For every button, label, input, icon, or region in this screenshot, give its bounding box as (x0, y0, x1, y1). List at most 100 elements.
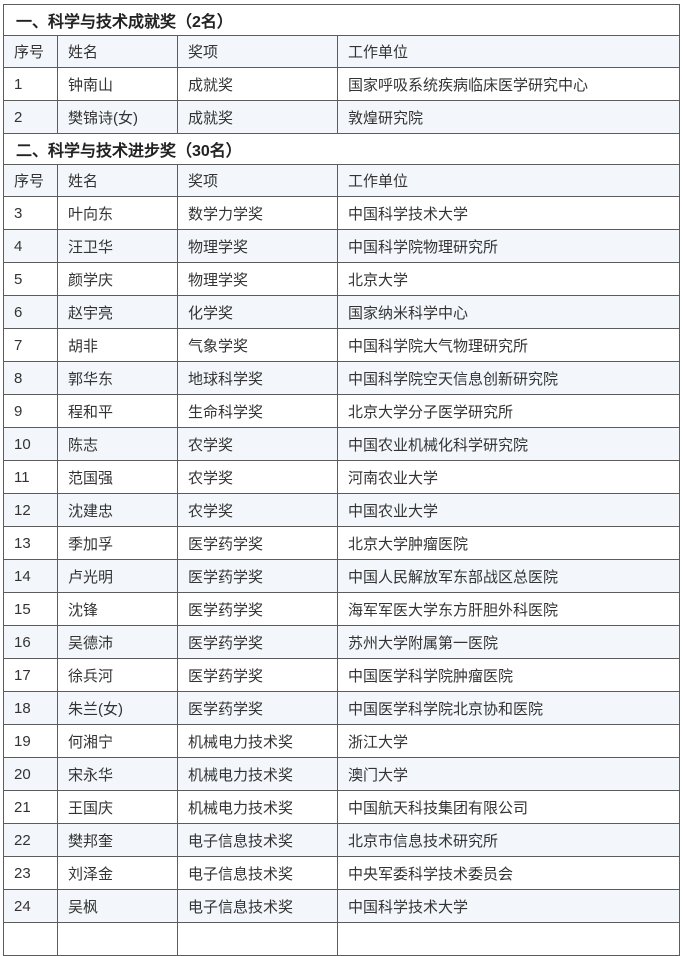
cell-org: 北京市信息技术研究所 (337, 823, 680, 857)
cell-no: 4 (3, 229, 58, 263)
section-title-row: 二、科学与技术进步奖（30名） (3, 133, 680, 165)
table-row: 9 程和平 生命科学奖 北京大学分子医学研究所 (3, 394, 680, 428)
cell-org: 澳门大学 (337, 757, 680, 791)
cell-org: 河南农业大学 (337, 460, 680, 494)
table-row: 6 赵宇亮 化学奖 国家纳米科学中心 (3, 295, 680, 329)
cell-name: 吴枫 (57, 889, 178, 923)
cell-award: 电子信息技术奖 (177, 823, 338, 857)
table-row: 7 胡非 气象学奖 中国科学院大气物理研究所 (3, 328, 680, 362)
cell-no: 13 (3, 526, 58, 560)
cell-no: 1 (3, 67, 58, 101)
cell-org: 中国科学院物理研究所 (337, 229, 680, 263)
column-header-name: 姓名 (57, 164, 178, 197)
cell-no: 5 (3, 262, 58, 296)
table-row: 4 汪卫华 物理学奖 中国科学院物理研究所 (3, 229, 680, 263)
column-header-row: 序号 姓名 奖项 工作单位 (3, 35, 680, 68)
column-header-name: 姓名 (57, 35, 178, 68)
awards-table-body: 一、科学与技术成就奖（2名） 序号 姓名 奖项 工作单位 1 钟南山 成就奖 国家呼吸系统疾病临… (3, 4, 680, 956)
column-header-no: 序号 (3, 35, 58, 68)
table-row: 11 范国强 农学奖 河南农业大学 (3, 460, 680, 494)
cell-no: 9 (3, 394, 58, 428)
table-row: 14 卢光明 医学药学奖 中国人民解放军东部战区总医院 (3, 559, 680, 593)
cell-award: 机械电力技术奖 (177, 724, 338, 758)
cell-name: 赵宇亮 (57, 295, 178, 329)
cell-award: 农学奖 (177, 427, 338, 461)
cell-name: 叶向东 (57, 196, 178, 230)
column-header-no: 序号 (3, 164, 58, 197)
table-row: 1 钟南山 成就奖 国家呼吸系统疾病临床医学研究中心 (3, 67, 680, 101)
table-row: 24 吴枫 电子信息技术奖 中国科学技术大学 (3, 889, 680, 923)
cell-name: 沈锋 (57, 592, 178, 626)
cell-name: 朱兰(女) (57, 691, 178, 725)
awards-table: 一、科学与技术成就奖（2名） 序号 姓名 奖项 工作单位 1 钟南山 成就奖 国家呼吸系统疾病临… (3, 4, 680, 956)
cell-name: 郭华东 (57, 361, 178, 395)
cell-name: 吴德沛 (57, 625, 178, 659)
cell-no: 15 (3, 592, 58, 626)
cell-org: 苏州大学附属第一医院 (337, 625, 680, 659)
cell-name (57, 922, 178, 956)
cell-award: 成就奖 (177, 67, 338, 101)
cell-name: 宋永华 (57, 757, 178, 791)
cell-org: 敦煌研究院 (337, 100, 680, 134)
cell-no: 7 (3, 328, 58, 362)
cell-award: 物理学奖 (177, 229, 338, 263)
cell-name: 季加孚 (57, 526, 178, 560)
cell-no: 6 (3, 295, 58, 329)
cell-org: 北京大学 (337, 262, 680, 296)
cell-award: 物理学奖 (177, 262, 338, 296)
cell-no: 20 (3, 757, 58, 791)
column-header-row: 序号 姓名 奖项 工作单位 (3, 164, 680, 197)
cell-org: 国家纳米科学中心 (337, 295, 680, 329)
cell-award: 机械电力技术奖 (177, 757, 338, 791)
column-header-award: 奖项 (177, 35, 338, 68)
cell-no: 16 (3, 625, 58, 659)
cell-no: 8 (3, 361, 58, 395)
cell-no: 23 (3, 856, 58, 890)
cell-award: 生命科学奖 (177, 394, 338, 428)
cell-award: 电子信息技术奖 (177, 856, 338, 890)
cell-award: 数学力学奖 (177, 196, 338, 230)
table-row: 5 颜学庆 物理学奖 北京大学 (3, 262, 680, 296)
cell-award: 电子信息技术奖 (177, 889, 338, 923)
cell-org: 中国人民解放军东部战区总医院 (337, 559, 680, 593)
cell-org: 中国科学院大气物理研究所 (337, 328, 680, 362)
column-header-award: 奖项 (177, 164, 338, 197)
cell-no (3, 922, 58, 956)
cell-award: 医学药学奖 (177, 625, 338, 659)
cell-name: 樊锦诗(女) (57, 100, 178, 134)
cell-award: 农学奖 (177, 460, 338, 494)
table-row: 18 朱兰(女) 医学药学奖 中国医学科学院北京协和医院 (3, 691, 680, 725)
column-header-org: 工作单位 (337, 164, 680, 197)
cell-no: 2 (3, 100, 58, 134)
cell-org: 中国农业大学 (337, 493, 680, 527)
cell-no: 10 (3, 427, 58, 461)
cell-org: 中国科学技术大学 (337, 196, 680, 230)
cell-org: 北京大学分子医学研究所 (337, 394, 680, 428)
cell-name: 徐兵河 (57, 658, 178, 692)
cell-award: 医学药学奖 (177, 691, 338, 725)
section-title: 一、科学与技术成就奖（2名） (3, 4, 680, 36)
cell-award: 机械电力技术奖 (177, 790, 338, 824)
cell-award: 成就奖 (177, 100, 338, 134)
table-row-partial (3, 922, 680, 956)
cell-name: 范国强 (57, 460, 178, 494)
table-row: 10 陈志 农学奖 中国农业机械化科学研究院 (3, 427, 680, 461)
cell-award: 医学药学奖 (177, 658, 338, 692)
table-row: 20 宋永华 机械电力技术奖 澳门大学 (3, 757, 680, 791)
table-row: 21 王国庆 机械电力技术奖 中国航天科技集团有限公司 (3, 790, 680, 824)
cell-no: 3 (3, 196, 58, 230)
cell-org: 中国航天科技集团有限公司 (337, 790, 680, 824)
cell-no: 24 (3, 889, 58, 923)
table-row: 19 何湘宁 机械电力技术奖 浙江大学 (3, 724, 680, 758)
cell-org: 中央军委科学技术委员会 (337, 856, 680, 890)
cell-award: 农学奖 (177, 493, 338, 527)
cell-name: 程和平 (57, 394, 178, 428)
cell-name: 汪卫华 (57, 229, 178, 263)
cell-name: 刘泽金 (57, 856, 178, 890)
table-row: 15 沈锋 医学药学奖 海军军医大学东方肝胆外科医院 (3, 592, 680, 626)
cell-no: 17 (3, 658, 58, 692)
table-row: 22 樊邦奎 电子信息技术奖 北京市信息技术研究所 (3, 823, 680, 857)
section-title: 二、科学与技术进步奖（30名） (3, 133, 680, 165)
cell-no: 12 (3, 493, 58, 527)
cell-no: 18 (3, 691, 58, 725)
